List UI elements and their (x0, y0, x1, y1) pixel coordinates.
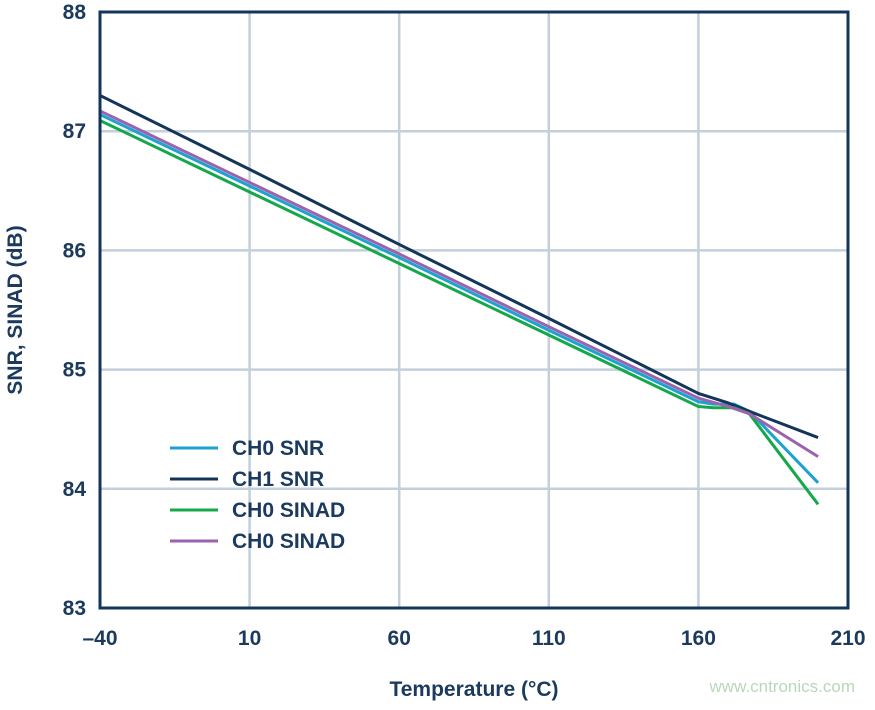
legend-label: CH0 SINAD (232, 530, 345, 553)
x-tick-label: 110 (532, 627, 566, 650)
x-tick-label: –40 (82, 627, 117, 650)
legend-label: CH0 SINAD (232, 499, 345, 522)
series-lines (99, 94, 820, 506)
legend-label: CH1 SNR (232, 468, 324, 491)
tick-labels: –40 10 60 110 160 210 83 84 85 86 87 88 (63, 1, 866, 650)
x-tick-label: 210 (830, 627, 865, 650)
y-tick-label: 83 (63, 597, 86, 620)
y-tick-label: 85 (63, 359, 87, 382)
y-axis-label: SNR, SINAD (dB) (4, 225, 27, 394)
x-axis-label: Temperature (°C) (389, 678, 558, 701)
grid (98, 10, 850, 610)
series-line-1 (99, 94, 819, 439)
y-tick-label: 84 (63, 478, 87, 501)
plot-frame (98, 10, 850, 610)
series-line-0 (99, 113, 820, 484)
series-line-3 (99, 109, 819, 458)
y-tick-label: 88 (63, 1, 87, 24)
x-tick-label: 10 (238, 627, 261, 650)
x-tick-label: 160 (681, 627, 716, 650)
watermark: www.cntronics.com (709, 677, 855, 696)
y-tick-label: 87 (63, 120, 86, 143)
axes (98, 10, 850, 610)
legend: CH0 SNR CH1 SNR CH0 SINAD CH0 SINAD (170, 437, 345, 553)
x-tick-label: 60 (388, 627, 411, 650)
y-tick-label: 86 (63, 239, 86, 262)
legend-label: CH0 SNR (232, 437, 324, 460)
